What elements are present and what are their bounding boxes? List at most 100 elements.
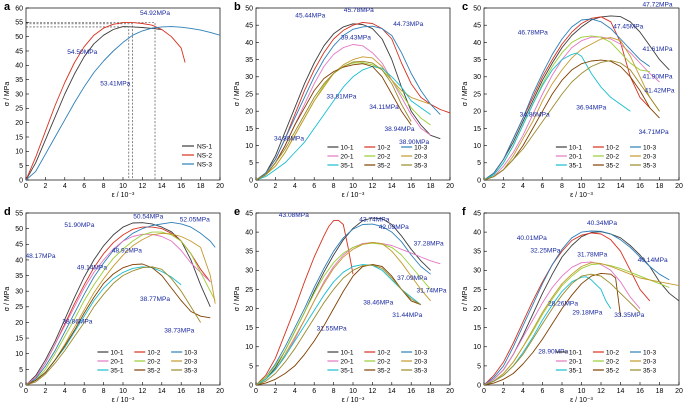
x-tick-label: 10 xyxy=(578,388,586,395)
x-tick-label: 0 xyxy=(482,183,486,190)
peak-annotation: 33.35MPa xyxy=(614,312,644,319)
peak-annotation: 45.44MPa xyxy=(295,12,325,19)
series-line-20-1 xyxy=(26,233,211,385)
y-tick-label: 0 xyxy=(249,177,253,184)
legend-label: 20-3 xyxy=(643,358,657,365)
y-tick-label: 25 xyxy=(15,106,23,113)
series-line-10-3 xyxy=(484,18,651,180)
legend-label: 35-2 xyxy=(377,367,391,374)
x-tick-label: 16 xyxy=(407,388,415,395)
peak-annotation: 31.55MPa xyxy=(317,326,347,333)
y-tick-label: 5 xyxy=(19,367,23,374)
x-tick-label: 4 xyxy=(63,183,67,190)
legend-label: 10-3 xyxy=(184,349,198,356)
x-tick-label: 16 xyxy=(407,183,415,190)
y-tick-label: 25 xyxy=(245,287,253,294)
y-tick-label: 0 xyxy=(19,177,23,184)
series-line-NS-3 xyxy=(26,26,220,180)
y-tick-label: 15 xyxy=(473,325,481,332)
y-tick-label: 0 xyxy=(477,177,481,184)
series-line-10-3 xyxy=(256,25,441,180)
y-axis-title: σ / MPa xyxy=(234,82,241,107)
legend-label: 20-1 xyxy=(340,153,354,160)
y-tick-label: 55 xyxy=(15,210,23,217)
x-tick-label: 16 xyxy=(636,183,644,190)
y-axis-title: σ / MPa xyxy=(462,82,469,107)
panel-letter: e xyxy=(234,206,240,218)
peak-annotation: 41.42MPa xyxy=(644,88,674,95)
series-group xyxy=(26,22,220,180)
y-tick-label: 35 xyxy=(15,77,23,84)
legend-label: 10-2 xyxy=(606,349,620,356)
legend-label: 20-2 xyxy=(147,358,161,365)
peak-annotation: 40.34MPa xyxy=(587,220,617,227)
x-tick-label: 4 xyxy=(521,388,525,395)
x-tick-label: 6 xyxy=(541,183,545,190)
peak-annotation: 47.72MPa xyxy=(643,1,673,8)
x-tick-label: 14 xyxy=(388,183,396,190)
peak-annotation: 37.09MPa xyxy=(397,275,427,282)
legend-label: 10-2 xyxy=(377,144,391,151)
series-line-35-3 xyxy=(484,60,660,180)
legend-label: 35-3 xyxy=(414,162,428,169)
series-line-35-1 xyxy=(256,264,422,385)
legend-label: 20-1 xyxy=(110,358,124,365)
panel-d: 0 2 4 6 8 10 12 14 16 18 20 0 5 10 15 20 25 30 35 40 45 50 55 ε… xyxy=(4,206,224,404)
legend-label: 10-1 xyxy=(340,349,354,356)
y-tick-label: 5 xyxy=(477,160,481,167)
x-tick-label: 6 xyxy=(82,388,86,395)
y-tick-label: 20 xyxy=(15,120,23,127)
peak-annotation: 31.78MPa xyxy=(577,252,607,259)
x-tick-label: 16 xyxy=(177,183,185,190)
y-tick-label: 35 xyxy=(245,57,253,64)
series-line-35-3 xyxy=(484,273,641,385)
panel-a: 0 2 4 6 8 10 12 14 16 18 20 0 5 10 15 20 25 30 35 40 45 50 55 6… xyxy=(4,1,224,199)
y-tick-label: 5 xyxy=(249,363,253,370)
legend-label: 10-1 xyxy=(569,144,583,151)
x-tick-label: 6 xyxy=(541,388,545,395)
peak-annotation: 50.54MPa xyxy=(133,213,163,220)
legend-label: 10-3 xyxy=(643,144,657,151)
peak-annotation: 42.09MPa xyxy=(379,224,409,231)
y-tick-label: 30 xyxy=(473,74,481,81)
panel-letter: a xyxy=(4,1,11,13)
y-tick-label: 45 xyxy=(473,210,481,217)
series-line-35-2 xyxy=(484,272,621,385)
series-group xyxy=(256,217,441,385)
series-group xyxy=(26,221,216,385)
peak-annotation: 51.90MPa xyxy=(64,222,94,229)
legend-label: 20-1 xyxy=(340,358,354,365)
x-tick-label: 16 xyxy=(177,388,185,395)
peak-annotation: 31.74MPa xyxy=(417,288,447,295)
legend-label: 20-2 xyxy=(377,153,391,160)
y-tick-label: 20 xyxy=(473,109,481,116)
peak-annotation: 54.92MPa xyxy=(140,10,170,17)
series-line-35-1 xyxy=(484,52,631,180)
peak-annotation: 38.94MPa xyxy=(385,126,415,133)
y-tick-label: 50 xyxy=(15,226,23,233)
legend-label: 35-2 xyxy=(147,367,161,374)
x-axis-title: ε / 10⁻³ xyxy=(570,397,593,404)
y-tick-label: 25 xyxy=(15,304,23,311)
series-line-10-2 xyxy=(256,219,354,385)
x-tick-label: 12 xyxy=(369,183,377,190)
y-tick-label: 5 xyxy=(19,163,23,170)
panel-c: 0 2 4 6 8 10 12 14 16 18 20 0 5 10 15 20 25 30 35 40 45 50 ε /… xyxy=(462,1,683,199)
legend-label: 10-2 xyxy=(606,144,620,151)
legend-label: 35-3 xyxy=(643,162,657,169)
y-tick-label: 0 xyxy=(19,382,23,389)
peak-annotation: 38.46MPa xyxy=(363,300,393,307)
peak-annotation: 48.17MPa xyxy=(26,253,56,260)
panel-letter: b xyxy=(234,1,241,13)
x-tick-label: 6 xyxy=(82,183,86,190)
x-tick-label: 2 xyxy=(502,183,506,190)
y-tick-label: 10 xyxy=(473,344,481,351)
y-tick-label: 10 xyxy=(245,143,253,150)
y-tick-label: 10 xyxy=(473,143,481,150)
legend-label: 20-2 xyxy=(606,153,620,160)
peak-annotation: 43.74MPa xyxy=(359,216,389,223)
series-line-NS-1 xyxy=(26,26,162,180)
panel-b: 0 2 4 6 8 10 12 14 16 18 20 0 5 10 15 20 25 30 35 40 45 50 ε /… xyxy=(234,1,454,199)
series-line-20-3 xyxy=(256,56,431,180)
panel-letter: c xyxy=(462,1,468,13)
